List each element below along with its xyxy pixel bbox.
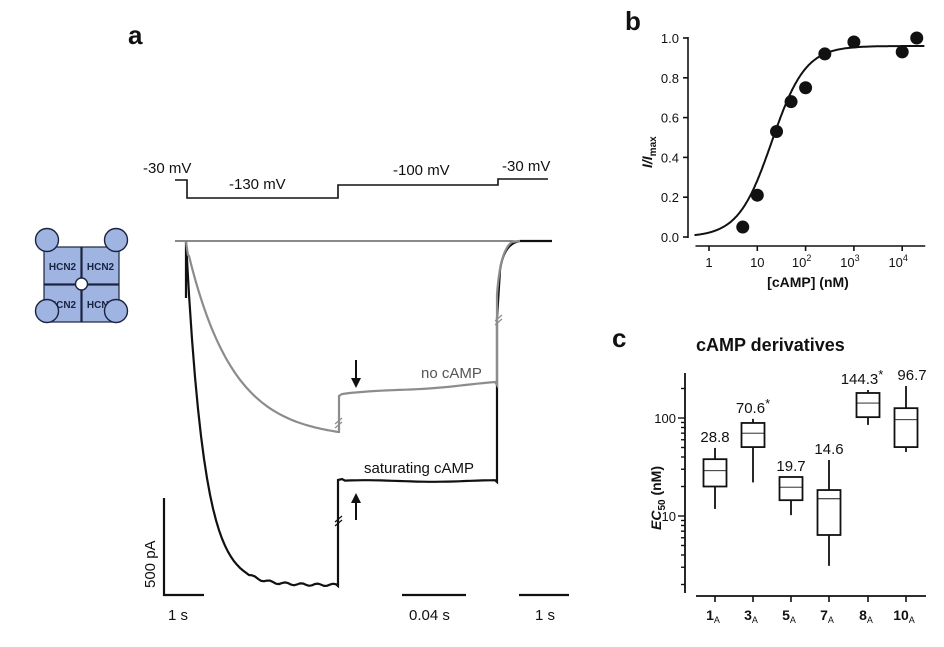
- x-tick-label: 8A: [859, 607, 873, 625]
- box: [855, 392, 881, 419]
- data-point: [895, 45, 909, 59]
- box-value-label: 14.6: [814, 441, 843, 458]
- box: [740, 422, 766, 448]
- x-tick-label: 1: [705, 255, 712, 270]
- x-tick-label: 104: [888, 253, 907, 270]
- y-tick-label: 0.6: [661, 111, 679, 126]
- box-value-label: 28.8: [700, 429, 729, 446]
- x-tick-label: 10A: [893, 607, 915, 625]
- data-point: [910, 31, 924, 45]
- y-tick-label: 100: [654, 411, 676, 426]
- data-point: [784, 95, 798, 109]
- chart-c-title: cAMP derivatives: [696, 335, 845, 355]
- y-axis-title: I/Imax: [639, 136, 659, 168]
- axis-break-marker: [334, 314, 503, 429]
- hcn2-subunit: [81, 246, 120, 285]
- arrow-down-icon: [351, 360, 361, 388]
- box-value-label: 19.7: [776, 458, 805, 475]
- hcn2-pore: [74, 277, 89, 291]
- box: [816, 489, 842, 536]
- x-tick-label: 10: [750, 255, 764, 270]
- data-point: [818, 47, 832, 61]
- x-tick-label: 103: [840, 253, 859, 270]
- y-tick-label: 0.4: [661, 150, 679, 165]
- x-tick-label: 3A: [744, 607, 758, 625]
- data-point: [799, 81, 813, 95]
- x-tick-label: 7A: [820, 607, 834, 625]
- data-point: [736, 220, 750, 234]
- hcn2-subunit-label: HCN2: [49, 300, 77, 311]
- scale-label-time-right: 1 s: [535, 607, 555, 624]
- box-value-label: 70.6*: [736, 396, 770, 417]
- axis-break-marker: [334, 515, 343, 527]
- y-axis-title: EC50 (nM): [648, 466, 668, 530]
- panel-a-letter: a: [128, 20, 143, 50]
- hcn2-cnbd-domain: [103, 298, 129, 324]
- trace-saturating-camp: [184, 239, 552, 589]
- box: [893, 407, 919, 448]
- hcn2-channel-diagram: HCN2 HCN2 HCN2 HCN2: [34, 227, 129, 324]
- chart-c-boxplot: 10 100 EC50 (nM) 1A 3A 5A 7A 8A 10A 28.8 70.6* 19.7…: [648, 367, 927, 625]
- hcn2-cnbd-domain: [103, 227, 129, 253]
- data-point: [750, 188, 764, 202]
- panel-c-letter: c: [612, 323, 626, 353]
- hcn2-cnbd-domain: [34, 298, 60, 324]
- trace-label-saturating-camp: saturating cAMP: [364, 460, 474, 477]
- scale-bar-current-time: [162, 498, 204, 597]
- x-tick-label: 5A: [782, 607, 796, 625]
- hcn2-subunit: [43, 246, 82, 285]
- voltage-protocol: -30 mV -130 mV -100 mV -30 mV: [143, 158, 550, 199]
- y-tick-label: 1.0: [661, 31, 679, 46]
- scale-label-time-middle: 0.04 s: [409, 607, 450, 624]
- voltage-protocol-line: [175, 178, 548, 199]
- hcn2-cnbd-domain: [34, 227, 60, 253]
- scale-label-current: 500 pA: [142, 540, 159, 588]
- protocol-label-return: -30 mV: [502, 158, 550, 175]
- y-tick-label: 0.2: [661, 190, 679, 205]
- data-point: [770, 125, 784, 139]
- y-tick-label: 0.0: [661, 230, 679, 245]
- x-axis-title: [cAMP] (nM): [767, 274, 849, 290]
- panel-b-letter: b: [625, 6, 641, 36]
- x-tick-label: 1A: [706, 607, 720, 625]
- scale-bars: 500 pA 1 s 0.04 s 1 s: [142, 498, 569, 624]
- trace-label-no-camp: no cAMP: [421, 365, 482, 382]
- hcn2-subunit-label: HCN2: [49, 262, 77, 273]
- data-point: [847, 35, 861, 49]
- protocol-label-step1: -130 mV: [229, 176, 286, 193]
- hcn2-subunit-label: HCN2: [87, 262, 115, 273]
- box: [778, 476, 804, 502]
- hcn2-subunit-label: HCN2: [87, 300, 115, 311]
- current-traces: no cAMP saturating cAMP: [175, 239, 552, 589]
- y-tick-label: 10: [662, 509, 676, 524]
- protocol-label-step2: -100 mV: [393, 162, 450, 179]
- chart-b-dose-response: 0.0 0.2 0.4 0.6 0.8 1.0 1 10 102 103 104 [cAMP] (nM…: [639, 31, 926, 290]
- arrow-up-icon: [351, 493, 361, 520]
- x-tick-label: 102: [792, 253, 811, 270]
- protocol-label-hold: -30 mV: [143, 160, 191, 177]
- box-value-label: 144.3*: [841, 367, 884, 388]
- y-tick-label: 0.8: [661, 71, 679, 86]
- fit-curve: [694, 45, 925, 237]
- trace-no-camp: [184, 239, 521, 434]
- box-value-label: 96.7: [897, 367, 926, 384]
- scale-label-time-left: 1 s: [168, 607, 188, 624]
- box: [702, 458, 728, 488]
